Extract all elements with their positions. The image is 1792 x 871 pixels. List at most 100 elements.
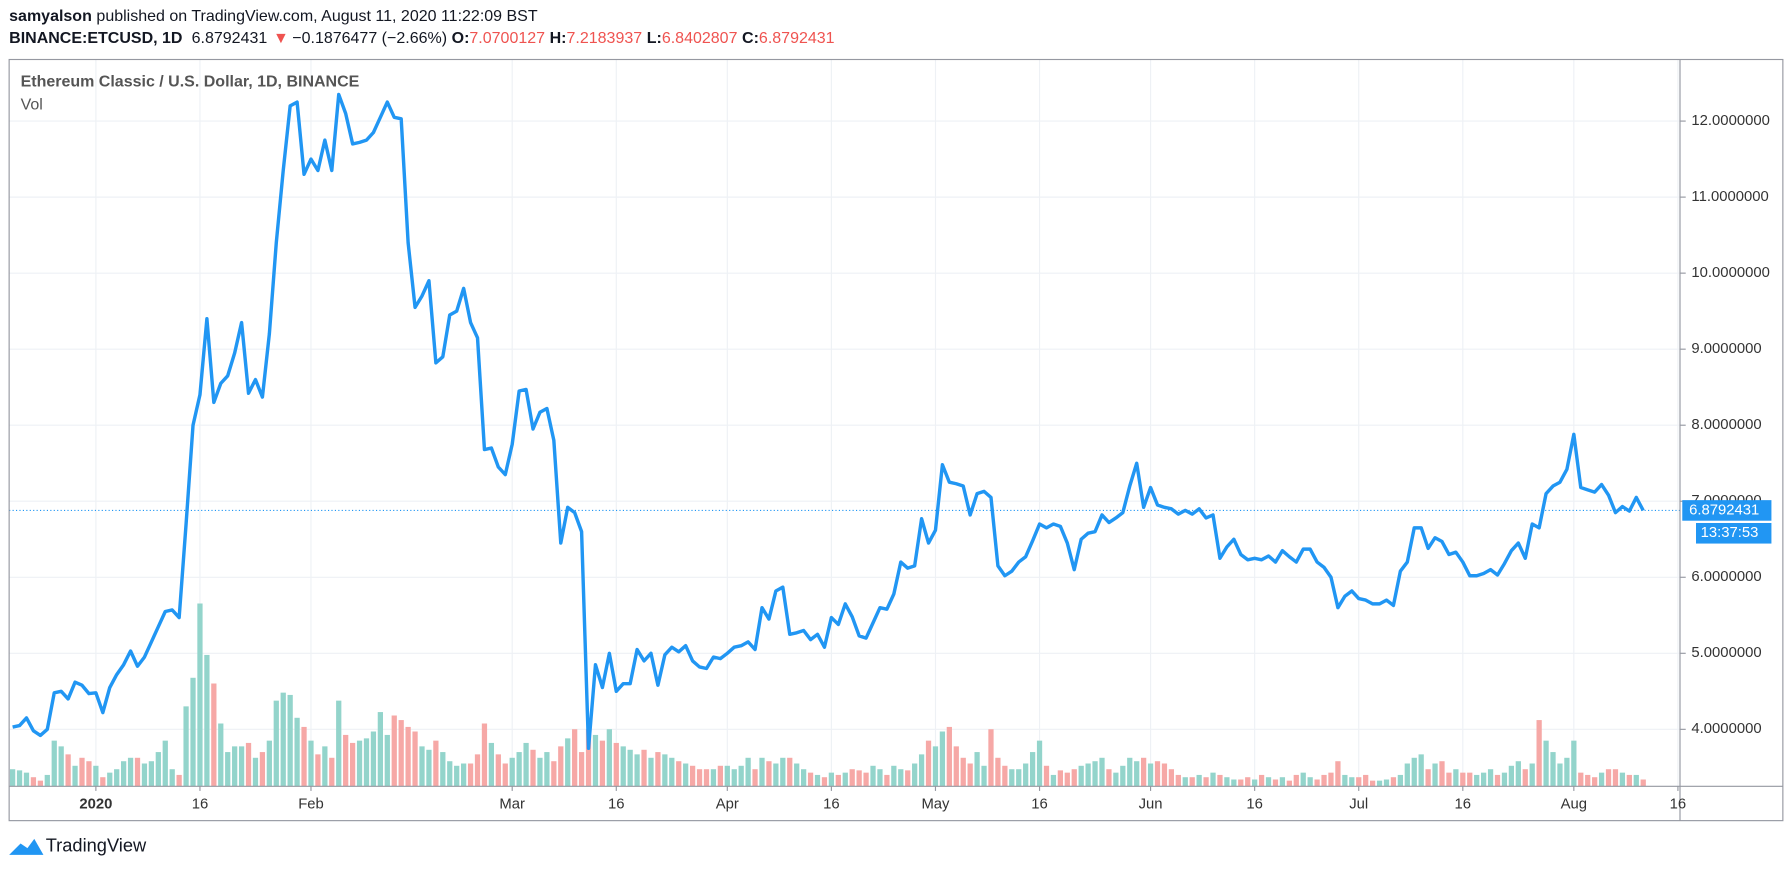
last-price-box	[1682, 500, 1772, 521]
volume-bar	[1147, 763, 1154, 787]
volume-bar	[1293, 774, 1299, 787]
volume-bars	[9, 603, 1646, 787]
volume-bar	[960, 757, 966, 787]
volume-bar	[558, 746, 564, 787]
volume-bar	[384, 734, 390, 787]
volume-bar	[1550, 752, 1556, 787]
volume-bar	[1154, 761, 1161, 787]
volume-bar	[23, 772, 30, 787]
x-tick-label: 16	[1455, 797, 1472, 813]
volume-bar	[870, 765, 876, 787]
volume-bar	[773, 763, 779, 787]
volume-bar	[835, 774, 841, 787]
volume-bar	[967, 763, 973, 787]
volume-bar	[245, 742, 252, 787]
high: 7.2183937	[567, 30, 643, 47]
volume-bar	[821, 777, 828, 787]
volume-bar	[447, 761, 453, 787]
volume-bar	[856, 770, 862, 787]
volume-bar	[891, 765, 897, 787]
volume-bar	[613, 742, 619, 787]
volume-bar	[1092, 761, 1098, 787]
volume-bar	[349, 742, 356, 787]
change: −0.1876477 (−2.66%)	[292, 30, 447, 47]
x-tick-label: 16	[1246, 797, 1263, 813]
volume-bar	[1210, 772, 1216, 787]
brand: TradingView	[46, 835, 147, 856]
volume-bar	[1127, 757, 1133, 787]
volume-bar	[1002, 765, 1008, 787]
volume-bar	[107, 772, 113, 787]
volume-bar	[148, 761, 155, 787]
volume-bar	[710, 769, 717, 787]
volume-bar	[183, 706, 189, 787]
volume-bar	[1189, 777, 1195, 787]
volume-bar	[329, 757, 335, 787]
y-tick-label: 6.0000000	[1691, 569, 1761, 585]
volume-bar	[655, 752, 661, 787]
volume-bar	[162, 740, 168, 787]
volume-bar	[336, 700, 342, 787]
volume-bar	[93, 765, 99, 787]
volume-bar	[794, 763, 800, 787]
volume-bar	[807, 772, 814, 787]
volume-bar	[1113, 772, 1119, 787]
open-label: O:	[452, 30, 470, 47]
x-tick-label: 2020	[79, 797, 112, 813]
volume-bar	[1557, 763, 1563, 787]
volume-bar	[127, 757, 134, 787]
volume-bar	[461, 763, 467, 787]
volume-bar	[65, 754, 71, 787]
volume-bar	[1543, 740, 1549, 787]
volume-bar	[225, 752, 231, 787]
volume-bar	[1460, 772, 1466, 787]
volume-bar	[1009, 769, 1015, 787]
volume-bar	[814, 774, 821, 787]
last-price-label: 6.8792431	[1689, 502, 1759, 518]
volume-bar	[280, 692, 286, 787]
volume-bar	[634, 754, 640, 787]
volume-bar	[426, 749, 432, 787]
volume-bar	[51, 740, 57, 787]
open: 7.0700127	[469, 30, 545, 47]
volume-bar	[1432, 763, 1438, 787]
volume-bar	[238, 746, 245, 787]
volume-bar	[939, 731, 946, 787]
volume-bar	[599, 740, 606, 787]
countdown: 13:37:53	[1701, 525, 1759, 541]
volume-bar	[343, 734, 349, 787]
volume-bar	[1376, 780, 1383, 787]
volume-bar	[1064, 772, 1070, 787]
low: 6.8402807	[662, 30, 738, 47]
volume-bar	[1258, 774, 1265, 787]
volume-bar	[1252, 779, 1258, 787]
volume-bar	[218, 723, 224, 787]
frame	[8, 58, 1784, 822]
volume-bar	[481, 723, 488, 787]
volume-bar	[419, 746, 425, 787]
volume-bar	[898, 769, 904, 787]
volume-bar	[1585, 774, 1591, 787]
volume-bar	[766, 761, 772, 787]
volume-bar	[669, 757, 675, 787]
volume-bar	[828, 772, 835, 787]
volume-bar	[689, 765, 696, 787]
volume-bar	[266, 740, 272, 787]
volume-bar	[1633, 774, 1639, 787]
volume-bar	[1078, 765, 1084, 787]
series-legend: Ethereum Classic / U.S. Dollar, 1D, BINA…	[21, 74, 360, 91]
volume-bar	[315, 754, 321, 787]
volume-bar	[544, 752, 550, 787]
volume-bar	[204, 654, 210, 787]
symbol: BINANCE:ETCUSD, 1D	[9, 30, 182, 47]
volume-bar	[1085, 763, 1091, 787]
volume-bar	[516, 752, 522, 787]
volume-bar	[1356, 777, 1362, 787]
volume-bar	[1286, 780, 1292, 787]
volume-bar	[641, 749, 647, 787]
volume-bar	[606, 729, 612, 787]
volume-bar	[301, 726, 307, 787]
volume-bar	[1134, 761, 1140, 787]
volume-bar	[176, 774, 182, 787]
